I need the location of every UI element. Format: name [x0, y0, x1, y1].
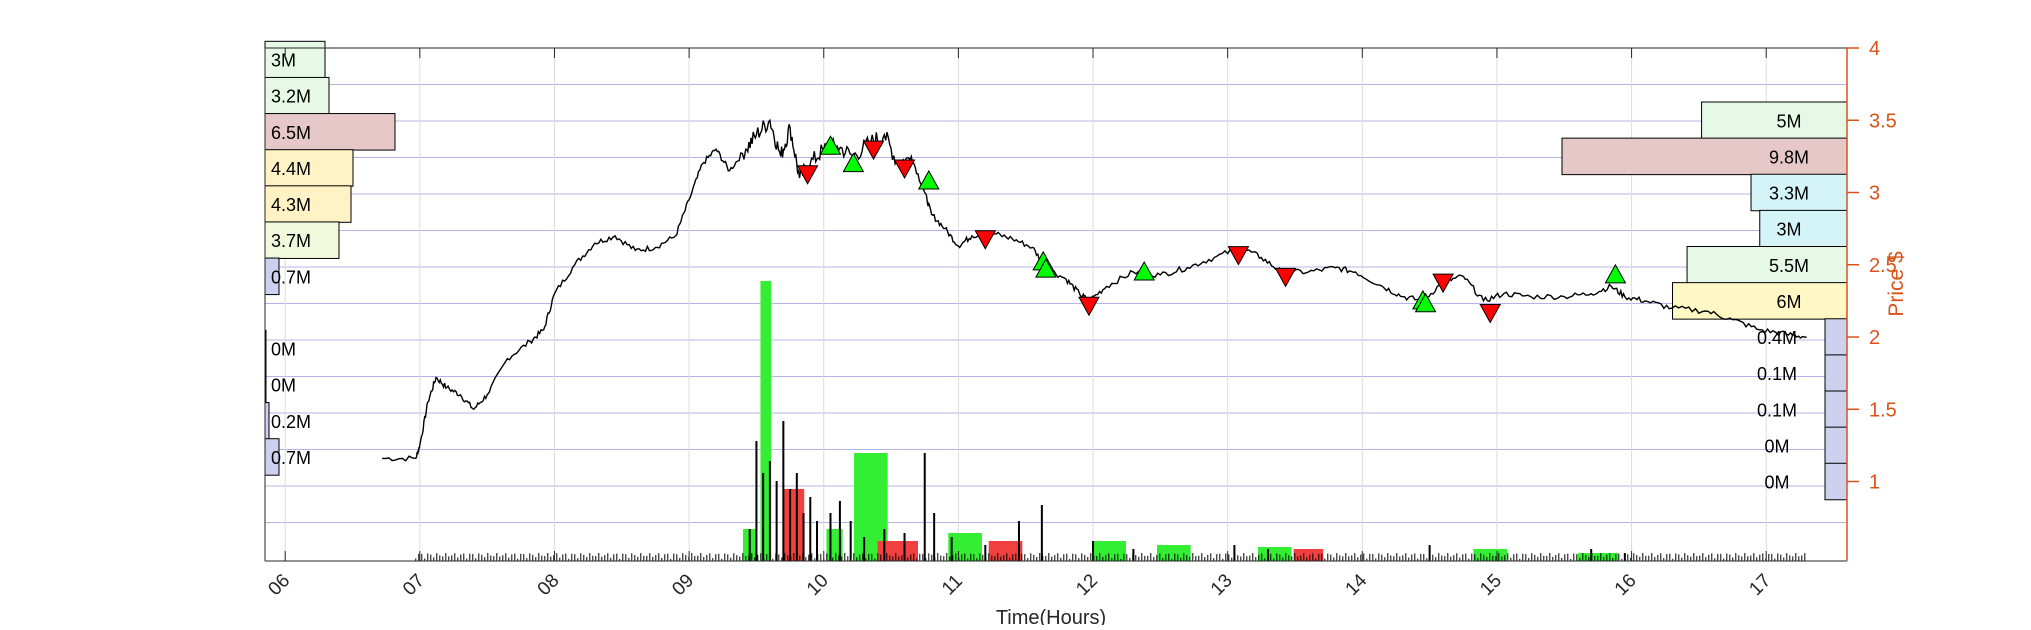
buy-marker [917, 169, 940, 190]
right-profile-label: 0M [1764, 473, 1789, 493]
right-profile-bar [1824, 354, 1848, 392]
buy-marker [1414, 292, 1437, 313]
left-profile-label: 6.5M [271, 123, 311, 143]
sell-marker [1078, 296, 1100, 317]
buy-marker [819, 135, 842, 155]
right-profile-bar [1672, 282, 1848, 320]
buy-marker [1035, 258, 1057, 278]
sell-marker [893, 159, 916, 179]
volume-bars [742, 281, 1619, 561]
left-profile-label: 0.7M [271, 448, 311, 468]
left-profile-label: 0.2M [271, 412, 311, 432]
right-profile-bar [1824, 390, 1848, 429]
right-profile-label: 9.8M [1769, 147, 1809, 167]
volume-bar [784, 489, 805, 561]
right-profile-bar [1701, 101, 1848, 140]
y-tick-label: 1 [1869, 472, 1880, 494]
x-axis-label: Time(Hours) [996, 607, 1106, 625]
buy-marker [1133, 260, 1156, 281]
volume-bar [760, 281, 772, 561]
left-profile-bar [264, 76, 330, 115]
left-profile-label: 3M [271, 51, 296, 71]
volume-bar [1257, 547, 1292, 561]
sell-marker [862, 140, 885, 161]
right-profile-bar [1824, 462, 1848, 501]
y-tick-label: 2 [1869, 327, 1880, 349]
left-profile-label: 4.4M [271, 159, 311, 179]
right-profile-label: 0.4M [1757, 328, 1797, 348]
y-tick-label: 1.5 [1869, 399, 1897, 421]
price-series [382, 118, 1807, 462]
y-tick-label: 3 [1869, 183, 1880, 205]
sell-marker [1227, 246, 1250, 266]
buy-marker [1604, 263, 1627, 284]
left-profile-bar [264, 402, 270, 440]
right-profile-label: 3M [1776, 220, 1801, 240]
price-line [382, 118, 1807, 462]
volume-bar [988, 541, 1023, 561]
volume-bar [1156, 545, 1191, 561]
sell-marker [1479, 303, 1502, 324]
sell-marker [1432, 273, 1454, 294]
right-profile-label: 0.1M [1757, 400, 1797, 420]
left-profile-bar [264, 185, 352, 223]
right-profile-bar [1824, 318, 1848, 356]
y-tick-label: 3.5 [1869, 110, 1897, 132]
right-profile-label: 0M [1764, 436, 1789, 456]
left-profile-label: 3.2M [271, 87, 311, 107]
trade-markers [796, 135, 1627, 324]
left-profile-bar [264, 149, 354, 187]
left-profile-label: 4.3M [271, 195, 311, 215]
right-profile-bar [1759, 209, 1848, 248]
right-profile-label: 5.5M [1769, 256, 1809, 276]
left-volume-profile: 3M 3.2M 6.5M 4.4M 4.3M 3.7M 0.7M 0M 0M 0.2M 0.7M [264, 40, 396, 476]
right-profile-bar [1824, 426, 1848, 465]
left-profile-bar [264, 221, 340, 259]
sell-marker [796, 165, 819, 185]
right-profile-label: 6M [1776, 292, 1801, 312]
right-profile-label: 0.1M [1757, 364, 1797, 384]
y-tick-label: 2.5 [1869, 255, 1897, 277]
sell-marker [974, 230, 997, 250]
left-profile-label: 0M [271, 376, 296, 396]
right-profile-label: 3.3M [1769, 184, 1809, 204]
buy-marker [842, 152, 865, 173]
right-profile-label: 5M [1776, 111, 1801, 131]
left-profile-label: 0M [271, 340, 296, 360]
y-axis-label: Price $ [1885, 251, 1908, 317]
sell-marker [1274, 267, 1297, 288]
volume-bar [877, 541, 918, 561]
left-profile-bar [264, 113, 396, 151]
left-profile-label: 0.7M [271, 267, 311, 287]
right-profile-bar [1686, 246, 1848, 284]
y-tick-label: 4 [1869, 38, 1880, 60]
left-profile-label: 3.7M [271, 231, 311, 251]
